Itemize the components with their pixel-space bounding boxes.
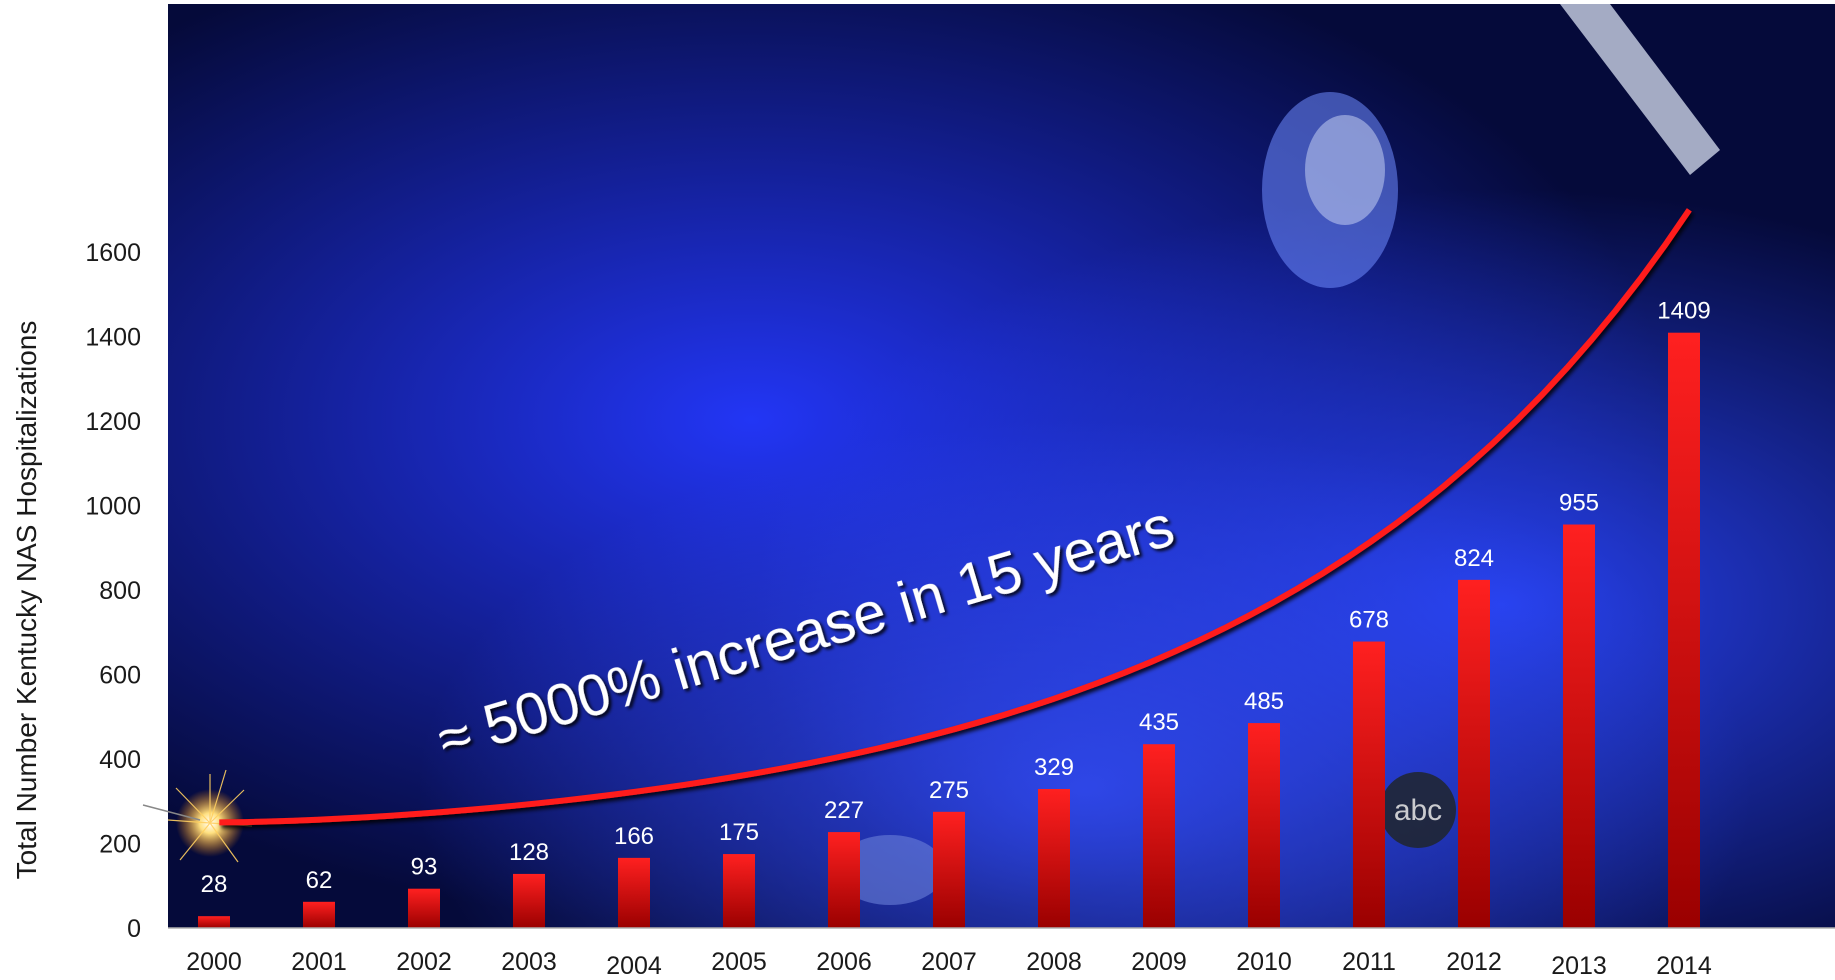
y-axis-ticks: 0 200 400 600 800 1000 1200 1400 1600 bbox=[85, 239, 141, 943]
bar-2012 bbox=[1458, 579, 1490, 928]
value-labels: 28 62 93 128 166 175 227 275 329 435 485 678 824 955 1… bbox=[201, 298, 1711, 898]
bar-2013 bbox=[1563, 524, 1595, 928]
logo-icon bbox=[1380, 772, 1456, 848]
y-tick-label: 1200 bbox=[85, 408, 141, 436]
value-label: 175 bbox=[719, 819, 759, 846]
x-tick-label: 2011 bbox=[1342, 948, 1396, 976]
bar-2008 bbox=[1038, 788, 1070, 928]
y-tick-label: 1400 bbox=[85, 324, 141, 352]
x-tick-label: 2010 bbox=[1236, 948, 1292, 976]
sparkler-icon bbox=[142, 769, 253, 863]
x-tick-label: 2007 bbox=[921, 948, 977, 976]
bar-2003 bbox=[513, 873, 545, 928]
value-label: 275 bbox=[929, 777, 969, 804]
value-label: 62 bbox=[306, 867, 333, 894]
x-tick-label: 2000 bbox=[186, 948, 242, 976]
bar-2011 bbox=[1353, 641, 1385, 928]
bar-2014 bbox=[1668, 332, 1700, 928]
x-axis-ticks: 2000 2001 2002 2003 2004 2005 2006 2007 2008 2009… bbox=[186, 948, 1712, 980]
value-label: 955 bbox=[1559, 490, 1599, 517]
x-tick-label: 2004 bbox=[606, 952, 662, 980]
bar-2004 bbox=[618, 857, 650, 928]
y-tick-label: 0 bbox=[127, 915, 141, 943]
x-tick-label: 2013 bbox=[1551, 952, 1607, 980]
y-tick-label: 400 bbox=[99, 746, 141, 774]
bar-2002 bbox=[408, 888, 440, 928]
x-tick-label: 2006 bbox=[816, 948, 872, 976]
bar-2006 bbox=[828, 832, 860, 928]
value-label: 1409 bbox=[1657, 298, 1710, 325]
y-tick-label: 800 bbox=[99, 577, 141, 605]
value-label: 28 bbox=[201, 871, 228, 898]
value-label: 166 bbox=[614, 823, 654, 850]
x-tick-label: 2014 bbox=[1656, 952, 1712, 980]
svg-text:abc: abc bbox=[1394, 794, 1442, 827]
value-label: 227 bbox=[824, 797, 864, 824]
bar-2007 bbox=[933, 811, 965, 928]
y-tick-label: 200 bbox=[99, 831, 141, 859]
value-label: 435 bbox=[1139, 709, 1179, 736]
y-axis-title: Total Number Kentucky NAS Hospitalizatio… bbox=[11, 321, 42, 880]
bar-2009 bbox=[1143, 744, 1175, 928]
value-label: 485 bbox=[1244, 688, 1284, 715]
bar-2000 bbox=[198, 916, 230, 928]
x-tick-label: 2012 bbox=[1446, 948, 1502, 976]
value-label: 824 bbox=[1454, 545, 1494, 572]
x-tick-label: 2005 bbox=[711, 948, 767, 976]
y-tick-label: 1000 bbox=[85, 493, 141, 521]
x-tick-label: 2008 bbox=[1026, 948, 1082, 976]
x-tick-label: 2009 bbox=[1131, 948, 1187, 976]
value-label: 128 bbox=[509, 839, 549, 866]
trend-curve bbox=[219, 208, 1692, 826]
value-label: 329 bbox=[1034, 754, 1074, 781]
bars bbox=[198, 332, 1700, 928]
x-tick-label: 2003 bbox=[501, 948, 557, 976]
background-image: abc bbox=[168, 4, 1835, 928]
value-label: 678 bbox=[1349, 607, 1389, 634]
x-tick-label: 2001 bbox=[291, 948, 347, 976]
x-tick-label: 2002 bbox=[396, 948, 452, 976]
y-tick-label: 600 bbox=[99, 662, 141, 690]
bar-2010 bbox=[1248, 723, 1280, 928]
bar-2005 bbox=[723, 854, 755, 928]
y-tick-label: 1600 bbox=[85, 239, 141, 267]
value-label: 93 bbox=[411, 854, 438, 881]
bar-2001 bbox=[303, 901, 335, 928]
